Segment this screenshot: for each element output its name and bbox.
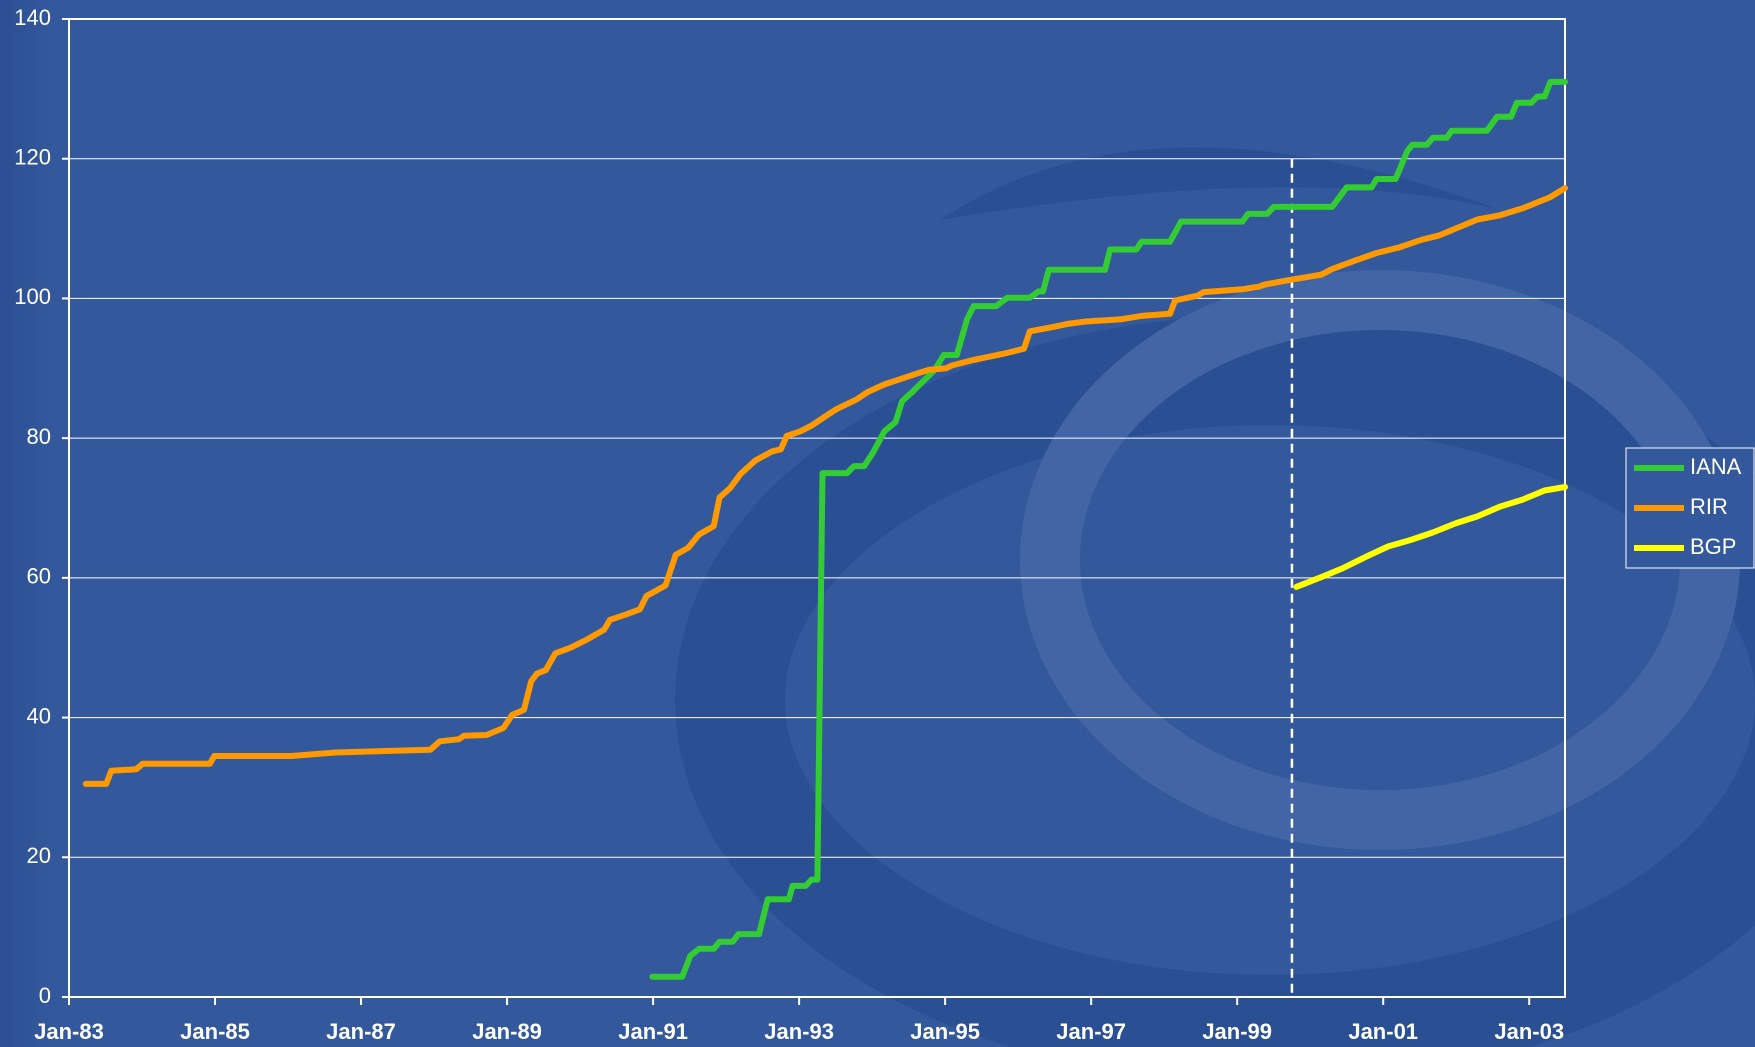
y-tick-label: 40 xyxy=(27,703,51,728)
legend-label: IANA xyxy=(1690,454,1742,479)
x-tick-label: Jan-93 xyxy=(764,1019,834,1044)
x-tick-label: Jan-89 xyxy=(472,1019,542,1044)
x-tick-label: Jan-83 xyxy=(34,1019,104,1044)
x-tick-label: Jan-99 xyxy=(1202,1019,1272,1044)
x-tick-label: Jan-91 xyxy=(618,1019,688,1044)
y-tick-label: 80 xyxy=(27,424,51,449)
x-tick-label: Jan-97 xyxy=(1056,1019,1126,1044)
x-tick-label: Jan-85 xyxy=(180,1019,250,1044)
y-tick-label: 140 xyxy=(14,5,51,30)
y-tick-label: 100 xyxy=(14,284,51,309)
legend-label: RIR xyxy=(1690,494,1728,519)
x-tick-label: Jan-87 xyxy=(326,1019,396,1044)
x-tick-label: Jan-03 xyxy=(1494,1019,1564,1044)
chart: IANA RIR BGP 0 20 40 60 80 100 120 140 Jan-83 Jan-8… xyxy=(0,0,1755,1047)
legend: IANA RIR BGP xyxy=(1626,448,1754,568)
y-tick-label: 20 xyxy=(27,843,51,868)
y-tick-label: 60 xyxy=(27,564,51,589)
legend-label: BGP xyxy=(1690,534,1736,559)
y-tick-label: 0 xyxy=(39,983,51,1008)
x-tick-label: Jan-95 xyxy=(910,1019,980,1044)
y-tick-label: 120 xyxy=(14,145,51,170)
x-tick-label: Jan-01 xyxy=(1348,1019,1418,1044)
